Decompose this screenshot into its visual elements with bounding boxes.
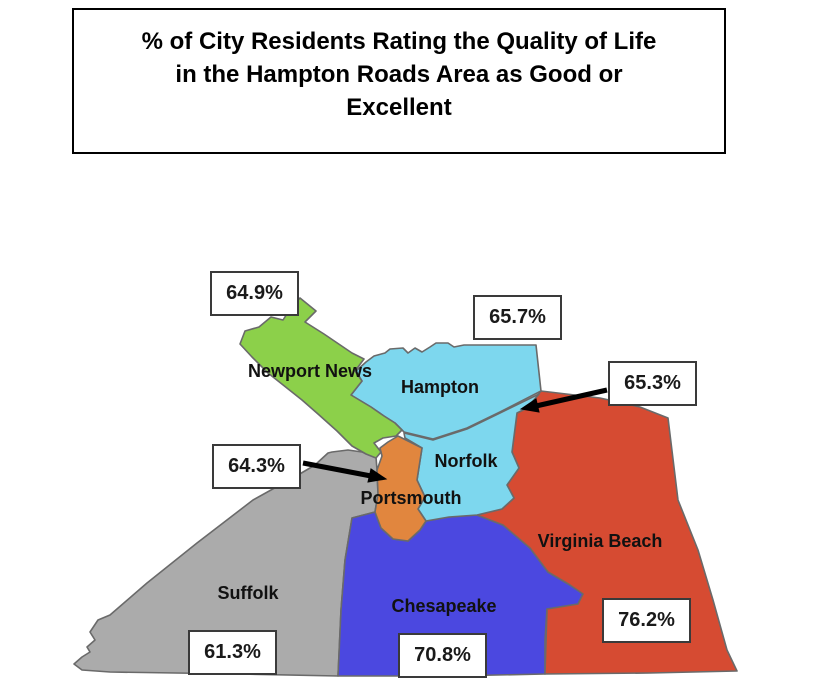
callout-hampton: 65.7%: [473, 295, 562, 340]
chart-title-box: % of City Residents Rating the Quality o…: [72, 8, 726, 154]
callout-norfolk: 65.3%: [608, 361, 697, 406]
region-portsmouth: [374, 435, 427, 542]
callout-portsmouth: 64.3%: [212, 444, 301, 489]
callout-newport-news: 64.9%: [210, 271, 299, 316]
callout-value-suffolk: 61.3%: [204, 641, 261, 663]
chart-title-line-1: % of City Residents Rating the Quality o…: [141, 28, 657, 55]
region-label-hampton: Hampton: [401, 377, 479, 397]
callout-chesapeake: 70.8%: [398, 633, 487, 678]
region-label-chesapeake: Chesapeake: [391, 596, 496, 616]
callout-value-norfolk: 65.3%: [624, 372, 681, 394]
region-label-suffolk: Suffolk: [218, 583, 280, 603]
arrow-to-portsmouth: [302, 460, 388, 483]
region-label-virginia-beach: Virginia Beach: [538, 531, 663, 551]
callout-value-chesapeake: 70.8%: [414, 644, 471, 666]
region-label-portsmouth: Portsmouth: [361, 488, 462, 508]
callout-value-portsmouth: 64.3%: [228, 455, 285, 477]
chart-title-line-3: Excellent: [346, 94, 452, 121]
callout-value-hampton: 65.7%: [489, 306, 546, 328]
callout-value-newport-news: 64.9%: [226, 282, 283, 304]
region-label-norfolk: Norfolk: [435, 451, 499, 471]
arrowhead-norfolk: [519, 398, 540, 413]
callout-value-virginia-beach: 76.2%: [618, 609, 675, 631]
callout-suffolk: 61.3%: [188, 630, 277, 675]
region-newport-news: [239, 297, 403, 459]
arrow-to-norfolk: [519, 387, 608, 413]
chart-title-line-2: in the Hampton Roads Area as Good or: [175, 61, 623, 88]
arrowhead-portsmouth: [367, 468, 388, 483]
callout-virginia-beach: 76.2%: [602, 598, 691, 643]
region-label-newport-news: Newport News: [248, 361, 372, 381]
